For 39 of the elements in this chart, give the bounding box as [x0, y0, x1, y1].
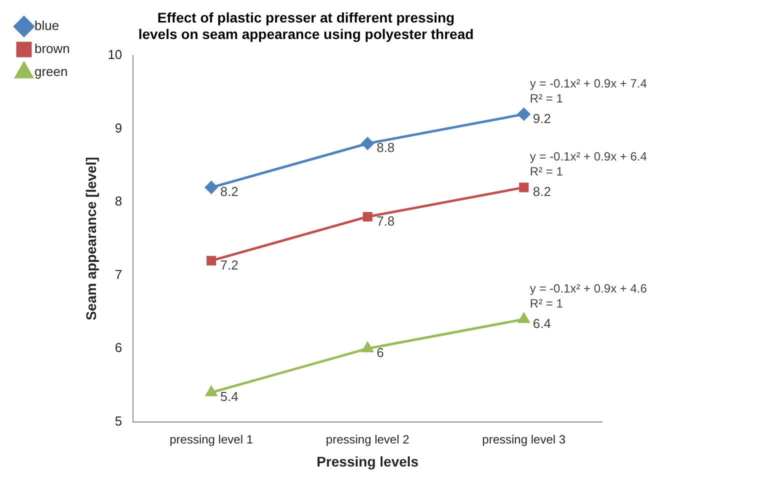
data-label: 5.4 — [220, 389, 238, 404]
point — [206, 386, 217, 396]
x-tick-label: pressing level 3 — [482, 432, 566, 446]
data-label: 6.4 — [532, 316, 551, 331]
annotation: y = -0.1x² + 0.9x + 6.4 — [530, 150, 648, 164]
y-axis-title: Seam appearance [level] — [83, 156, 100, 320]
point — [519, 182, 529, 192]
annotation: y = -0.1x² + 0.9x + 7.4 — [530, 76, 648, 91]
annotation: R² = 1 — [530, 164, 564, 179]
data-label: 7.8 — [376, 213, 395, 228]
y-tick-label: 6 — [114, 340, 122, 356]
legend-label: blue — [34, 18, 60, 34]
point — [206, 256, 216, 266]
y-tick-label: 5 — [114, 413, 122, 428]
legend-label: brown — [34, 41, 70, 56]
legend-label: green — [34, 64, 68, 80]
annotation: R² = 1 — [530, 92, 564, 106]
point — [361, 137, 374, 150]
annotation: R² = 1 — [530, 296, 564, 311]
data-label: 6 — [376, 345, 384, 360]
y-tick-label: 9 — [114, 120, 122, 136]
chart-title: Effect of plastic presser at different pressing levels on seam appearance using polyester thread — [138, 9, 474, 42]
data-label: 9.2 — [532, 110, 551, 126]
annotation: y = -0.1x² + 0.9x + 4.6 — [530, 282, 648, 296]
point — [518, 313, 530, 324]
point — [362, 342, 374, 352]
data-label: 7.2 — [220, 257, 238, 272]
y-tick-label: 8 — [114, 194, 122, 209]
y-tick-label: 7 — [114, 266, 122, 282]
x-tick-label: pressing level 1 — [170, 432, 254, 446]
data-label: 8.2 — [220, 184, 238, 200]
point — [362, 212, 372, 222]
x-axis-title: Pressing levels — [316, 453, 419, 470]
point — [518, 108, 530, 120]
point — [205, 181, 218, 194]
data-label: 8.8 — [376, 140, 395, 156]
y-tick-label: 10 — [108, 47, 122, 62]
data-label: 8.2 — [532, 184, 551, 200]
x-tick-label: pressing level 2 — [326, 432, 410, 446]
